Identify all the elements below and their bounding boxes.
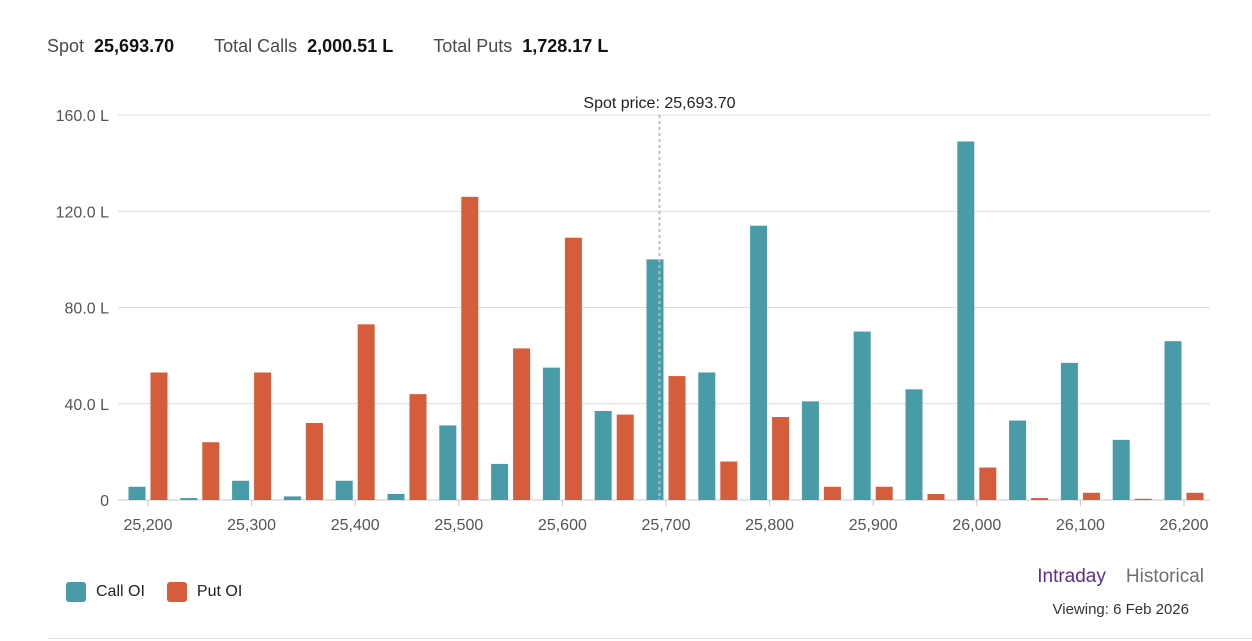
x-tick-label: 26,100 — [1056, 517, 1105, 534]
grid-lines — [118, 114, 1210, 501]
legend-call-oi[interactable]: Call OI — [66, 582, 145, 602]
bar-call-oi — [957, 141, 975, 500]
bar-put-oi — [668, 376, 686, 500]
bar-call-oi — [128, 486, 146, 500]
bar-put-oi — [979, 467, 997, 500]
bar-put-oi — [1134, 498, 1152, 500]
total-puts-label: Total Puts — [433, 36, 513, 56]
bar-call-oi — [232, 480, 250, 500]
spot-marker: Spot price: 25,693.70 — [583, 95, 736, 500]
bar-put-oi — [1082, 492, 1100, 500]
y-tick-label: 120.0 L — [56, 204, 109, 221]
bar-put-oi — [927, 493, 945, 500]
x-tick-label: 25,300 — [227, 517, 276, 534]
bar-call-oi — [1112, 439, 1130, 500]
summary-bar: Spot 25,693.70 Total Calls 2,000.51 L To… — [47, 36, 648, 57]
total-calls-label: Total Calls — [214, 36, 298, 56]
legend-put-oi[interactable]: Put OI — [166, 582, 243, 602]
spot-summary: Spot 25,693.70 — [47, 36, 174, 57]
tab-intraday[interactable]: Intraday — [1037, 566, 1106, 587]
bars — [128, 141, 1204, 500]
bar-call-oi — [283, 496, 301, 500]
bar-put-oi — [875, 486, 893, 500]
bar-put-oi — [513, 348, 531, 500]
bar-call-oi — [387, 493, 405, 500]
bar-call-oi — [542, 367, 560, 500]
bar-call-oi — [1164, 341, 1182, 500]
total-calls-value: 2,000.51 L — [307, 36, 394, 56]
bar-put-oi — [202, 442, 220, 500]
bar-call-oi — [594, 410, 612, 500]
divider — [47, 638, 1252, 639]
bar-put-oi — [409, 394, 427, 500]
oi-bar-chart: 0 40.0 L 80.0 L 120.0 L 160.0 L 25,200 25,300… — [56, 95, 1210, 534]
total-puts-summary: Total Puts 1,728.17 L — [433, 36, 608, 57]
bar-put-oi — [254, 372, 272, 500]
bar-put-oi — [357, 324, 375, 500]
x-tick-label: 25,200 — [124, 517, 173, 534]
bar-put-oi — [564, 237, 582, 500]
bar-call-oi — [698, 372, 716, 500]
x-tick-label: 25,800 — [745, 517, 794, 534]
x-tick-label: 26,200 — [1160, 517, 1209, 534]
x-tick-label: 25,600 — [538, 517, 587, 534]
viewing-date: Viewing: 6 Feb 2026 — [1052, 601, 1190, 618]
bar-put-oi — [772, 416, 790, 500]
bar-put-oi — [1031, 498, 1049, 500]
bar-put-oi — [461, 196, 479, 500]
y-tick-label: 0 — [100, 493, 109, 510]
spot-price-label: Spot price: 25,693.70 — [583, 95, 735, 112]
bar-put-oi — [616, 414, 634, 500]
x-axis: 25,200 25,300 25,400 25,500 25,600 25,700 25,8… — [124, 500, 1209, 534]
bar-call-oi — [335, 480, 353, 500]
chart-legend: Call OI Put OI — [66, 582, 264, 602]
legend-put-label: Put OI — [196, 583, 243, 600]
bar-put-oi — [1186, 492, 1204, 500]
legend-call-swatch — [66, 582, 86, 602]
bar-call-oi — [1060, 362, 1078, 500]
total-calls-summary: Total Calls 2,000.51 L — [214, 36, 393, 57]
bar-call-oi — [180, 498, 198, 500]
spot-value: 25,693.70 — [94, 36, 175, 56]
bar-call-oi — [1009, 420, 1027, 500]
x-tick-label: 26,000 — [952, 517, 1001, 534]
legend-call-label: Call OI — [96, 583, 145, 600]
tab-historical[interactable]: Historical — [1125, 566, 1204, 587]
x-tick-label: 25,900 — [849, 517, 898, 534]
y-tick-label: 160.0 L — [56, 108, 109, 125]
y-axis: 0 40.0 L 80.0 L 120.0 L 160.0 L — [56, 108, 109, 510]
bar-put-oi — [150, 372, 168, 500]
bar-call-oi — [750, 225, 768, 500]
x-tick-label: 25,400 — [331, 517, 380, 534]
legend-put-swatch — [166, 582, 187, 602]
x-tick-label: 25,500 — [434, 517, 483, 534]
y-tick-label: 40.0 L — [65, 397, 110, 414]
bar-call-oi — [905, 389, 923, 500]
bar-put-oi — [720, 461, 738, 500]
bar-put-oi — [823, 486, 841, 500]
bar-call-oi — [646, 259, 664, 500]
total-puts-value: 1,728.17 L — [522, 36, 609, 56]
bar-call-oi — [491, 463, 509, 500]
bar-call-oi — [801, 401, 819, 500]
bar-put-oi — [305, 423, 323, 500]
bar-call-oi — [439, 425, 457, 500]
bar-call-oi — [853, 331, 871, 500]
y-tick-label: 80.0 L — [65, 301, 110, 318]
view-toggle: Intraday Historical — [1017, 566, 1204, 588]
spot-label: Spot — [47, 36, 85, 56]
x-tick-label: 25,700 — [642, 517, 691, 534]
